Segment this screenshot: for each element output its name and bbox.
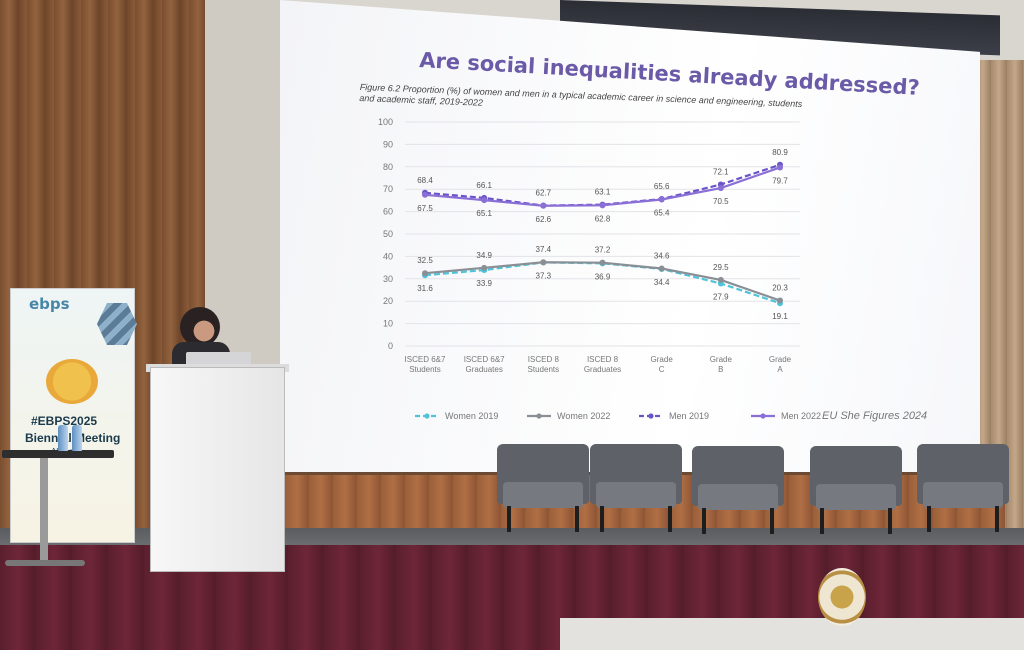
data-point bbox=[599, 202, 606, 209]
data-point bbox=[658, 265, 665, 272]
data-label: 62.7 bbox=[536, 189, 552, 198]
projection-screen bbox=[280, 0, 980, 472]
y-tick-label: 40 bbox=[383, 251, 393, 261]
legend-marker bbox=[648, 413, 654, 419]
x-tick-label: ISCED 6&7 bbox=[464, 355, 505, 364]
x-tick-label: ISCED 6&7 bbox=[405, 355, 446, 364]
slide-credit: EU She Figures 2024 bbox=[822, 410, 928, 422]
data-label: 37.4 bbox=[536, 245, 552, 254]
y-tick-label: 10 bbox=[383, 319, 393, 329]
legend-marker bbox=[424, 413, 430, 419]
water-bottle bbox=[72, 425, 82, 451]
side-table bbox=[2, 450, 114, 458]
data-label: 27.9 bbox=[713, 293, 729, 302]
legend-label: Men 2019 bbox=[669, 411, 709, 421]
data-point bbox=[540, 202, 547, 209]
armchair bbox=[692, 446, 784, 534]
data-point bbox=[481, 197, 488, 204]
y-tick-label: 50 bbox=[383, 229, 393, 239]
data-label: 34.4 bbox=[654, 278, 670, 287]
data-label: 19.1 bbox=[772, 312, 788, 321]
x-tick-label: Students bbox=[409, 365, 441, 374]
y-tick-label: 100 bbox=[378, 117, 393, 127]
data-point bbox=[658, 196, 665, 203]
data-label: 67.5 bbox=[417, 204, 433, 213]
side-table-leg bbox=[40, 458, 48, 563]
speaker-head bbox=[180, 307, 220, 347]
y-tick-label: 90 bbox=[383, 139, 393, 149]
university-crest bbox=[818, 568, 866, 626]
data-label: 65.1 bbox=[476, 209, 492, 218]
x-tick-label: Graduates bbox=[465, 365, 502, 374]
data-label: 79.7 bbox=[772, 176, 788, 185]
data-point bbox=[540, 259, 547, 266]
laptop bbox=[186, 352, 251, 366]
x-tick-label: ISCED 8 bbox=[587, 355, 619, 364]
data-label: 65.4 bbox=[654, 209, 670, 218]
x-tick-label: Students bbox=[528, 365, 560, 374]
data-point bbox=[599, 259, 606, 266]
data-label: 68.4 bbox=[417, 176, 433, 185]
podium bbox=[150, 367, 285, 572]
data-label: 34.6 bbox=[654, 251, 670, 260]
water-bottle bbox=[58, 425, 68, 451]
data-label: 70.5 bbox=[713, 197, 729, 206]
auditorium-floor bbox=[560, 618, 1024, 650]
data-label: 37.2 bbox=[595, 246, 611, 255]
hexagon-graphic bbox=[97, 303, 137, 345]
event-banner: ebps #EBPS2025 Biennial Meeting Almería bbox=[10, 288, 137, 543]
data-label: 80.9 bbox=[772, 148, 788, 157]
data-label: 33.9 bbox=[476, 279, 492, 288]
y-tick-label: 60 bbox=[383, 207, 393, 217]
x-tick-label: C bbox=[659, 365, 665, 374]
legend-label: Women 2019 bbox=[445, 411, 498, 421]
data-label: 62.6 bbox=[536, 215, 552, 224]
y-tick-label: 0 bbox=[388, 341, 393, 351]
side-table-base bbox=[5, 560, 85, 566]
data-label: 62.8 bbox=[595, 214, 611, 223]
y-tick-label: 80 bbox=[383, 162, 393, 172]
y-tick-label: 70 bbox=[383, 184, 393, 194]
data-label: 66.1 bbox=[476, 181, 492, 190]
data-label: 20.3 bbox=[772, 284, 788, 293]
data-label: 29.5 bbox=[713, 263, 729, 272]
data-label: 32.5 bbox=[417, 256, 433, 265]
x-tick-label: Grade bbox=[769, 355, 792, 364]
y-tick-label: 20 bbox=[383, 296, 393, 306]
x-tick-label: Grade bbox=[651, 355, 674, 364]
tree-illustration bbox=[46, 359, 98, 404]
data-point bbox=[422, 270, 428, 277]
data-label: 31.6 bbox=[417, 284, 433, 293]
armchair bbox=[810, 446, 902, 534]
armchair bbox=[497, 444, 589, 532]
y-tick-label: 30 bbox=[383, 274, 393, 284]
data-point bbox=[717, 276, 724, 283]
data-point bbox=[777, 297, 783, 304]
armchair bbox=[917, 444, 1009, 532]
armchair bbox=[590, 444, 682, 532]
x-tick-label: B bbox=[718, 365, 723, 374]
legend-label: Women 2022 bbox=[557, 411, 610, 421]
data-label: 37.3 bbox=[536, 271, 552, 280]
x-tick-label: Graduates bbox=[584, 365, 621, 374]
data-label: 36.9 bbox=[595, 272, 611, 281]
data-point bbox=[422, 191, 428, 198]
legend-label: Men 2022 bbox=[781, 411, 821, 421]
data-point bbox=[481, 264, 488, 271]
legend-marker bbox=[760, 413, 766, 419]
data-label: 72.1 bbox=[713, 167, 729, 176]
x-tick-label: A bbox=[777, 365, 783, 374]
data-label: 34.9 bbox=[476, 251, 492, 260]
data-label: 65.6 bbox=[654, 182, 670, 191]
banner-hashtag: #EBPS2025 bbox=[31, 414, 98, 428]
legend-marker bbox=[536, 413, 542, 419]
data-label: 63.1 bbox=[595, 188, 611, 197]
x-tick-label: Grade bbox=[710, 355, 733, 364]
x-tick-label: ISCED 8 bbox=[528, 355, 560, 364]
data-point bbox=[717, 185, 724, 192]
data-point bbox=[777, 164, 783, 171]
banner-logo: ebps bbox=[29, 295, 70, 313]
